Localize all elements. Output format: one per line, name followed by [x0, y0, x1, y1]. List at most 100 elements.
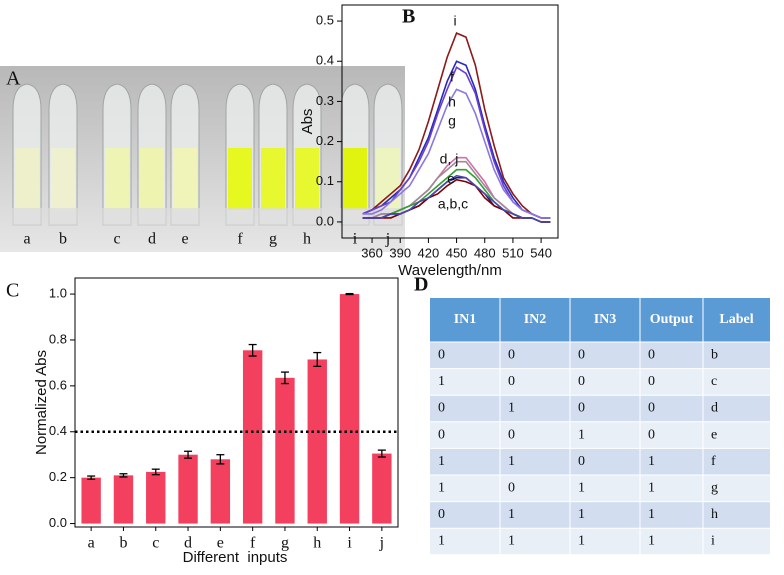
- bar: [372, 453, 392, 524]
- tube-liquid: [343, 148, 367, 210]
- x-tick-label: 360: [361, 245, 383, 260]
- tube-label: d: [148, 231, 156, 248]
- y-tick-label: 0.0: [316, 213, 334, 228]
- table-row-bg: [430, 421, 770, 449]
- table-cell: 0: [508, 374, 515, 389]
- table-cell: 1: [648, 454, 655, 469]
- x-tick-label: b: [119, 535, 127, 552]
- x-tick-label: 480: [474, 245, 496, 260]
- tube-cap: [340, 208, 370, 226]
- panel-letter: A: [6, 68, 21, 90]
- table-cell: 0: [578, 454, 585, 469]
- y-tick-label: 0.4: [316, 53, 334, 68]
- table-cell: 1: [438, 481, 445, 496]
- x-axis-label: Wavelength/nm: [398, 262, 502, 279]
- table-cell: 1: [508, 507, 515, 522]
- tube-cap: [137, 208, 167, 226]
- table-header-cell: IN2: [524, 312, 547, 327]
- y-tick-label: 1.0: [49, 286, 67, 301]
- table-cell: 0: [508, 348, 515, 363]
- bar: [81, 477, 101, 524]
- table-cell: 1: [578, 481, 585, 496]
- table-cell: 0: [438, 401, 445, 416]
- table-cell: 0: [438, 507, 445, 522]
- x-tick-label: 540: [530, 245, 552, 260]
- table-header-cell: IN1: [454, 312, 477, 327]
- tube-label: i: [353, 231, 358, 248]
- table-cell: c: [711, 374, 717, 389]
- y-tick-label: 0.0: [49, 515, 67, 530]
- table-row-bg: [430, 342, 770, 369]
- table-cell: 0: [648, 401, 655, 416]
- x-tick-label: 510: [502, 245, 524, 260]
- table-cell: f: [711, 454, 716, 469]
- x-tick-label: c: [152, 535, 159, 552]
- tube-liquid: [51, 148, 75, 210]
- tube-liquid: [228, 148, 252, 210]
- table-cell: b: [711, 348, 718, 363]
- curve-annotation: d, j: [440, 151, 459, 167]
- tube-cap: [292, 208, 322, 226]
- tube-cap: [102, 208, 132, 226]
- plot-frame: [341, 4, 559, 239]
- tube-label: e: [181, 231, 188, 248]
- table-header-bg: [430, 298, 770, 342]
- tube-liquid: [295, 148, 319, 210]
- tube-label: h: [303, 231, 311, 248]
- table-row-bg: [430, 501, 770, 529]
- curve-annotation: i: [453, 13, 456, 29]
- x-tick-label: d: [184, 535, 192, 552]
- tube-label: j: [385, 231, 390, 248]
- y-axis-label: Abs: [299, 109, 316, 135]
- spectrum-line: [362, 32, 551, 219]
- tube-liquid: [140, 148, 164, 210]
- table-cell: 0: [438, 348, 445, 363]
- curve-annotation: h: [448, 94, 456, 110]
- plot-frame: [74, 277, 399, 528]
- y-tick-label: 0.6: [49, 377, 67, 392]
- table-cell: g: [711, 481, 718, 496]
- table-cell: h: [711, 507, 718, 522]
- table-cell: 1: [648, 507, 655, 522]
- curve-annotation: g: [448, 113, 456, 129]
- table-header-cell: Output: [650, 312, 694, 327]
- x-tick-label: f: [250, 535, 256, 552]
- table-cell: 1: [438, 534, 445, 549]
- bar: [307, 359, 327, 524]
- table-cell: 0: [508, 481, 515, 496]
- curve-annotation: e: [447, 171, 455, 187]
- tube-liquid: [261, 148, 285, 210]
- tube-label: a: [23, 231, 30, 248]
- table-cell: 1: [578, 427, 585, 442]
- table-cell: 1: [438, 374, 445, 389]
- curve-annotation: a,b,c: [438, 196, 468, 212]
- tube-cap: [225, 208, 255, 226]
- spectrum-line: [362, 88, 551, 219]
- table-cell: 1: [578, 534, 585, 549]
- table-cell: d: [711, 401, 718, 416]
- bar: [210, 459, 231, 524]
- x-tick-label: 390: [389, 245, 411, 260]
- bar: [242, 350, 263, 524]
- table-row-bg: [430, 395, 770, 422]
- table-cell: 0: [648, 374, 655, 389]
- table-header-cell: Label: [719, 312, 753, 327]
- tube-cap: [48, 208, 78, 226]
- table-cell: 0: [578, 374, 585, 389]
- tube-liquid: [105, 148, 129, 210]
- table-cell: i: [711, 534, 715, 549]
- x-tick-label: e: [217, 535, 224, 552]
- table-cell: 0: [578, 401, 585, 416]
- y-tick-label: 0.2: [316, 133, 334, 148]
- bar: [178, 454, 198, 524]
- x-tick-label: j: [379, 535, 384, 552]
- table-cell: 0: [648, 427, 655, 442]
- spectrum-line: [362, 60, 551, 219]
- tube-liquid: [15, 148, 39, 210]
- x-tick-label: i: [347, 535, 352, 552]
- y-tick-label: 0.3: [316, 93, 334, 108]
- table-row-bg: [430, 448, 770, 475]
- table-cell: e: [711, 427, 717, 442]
- table-cell: 1: [508, 534, 515, 549]
